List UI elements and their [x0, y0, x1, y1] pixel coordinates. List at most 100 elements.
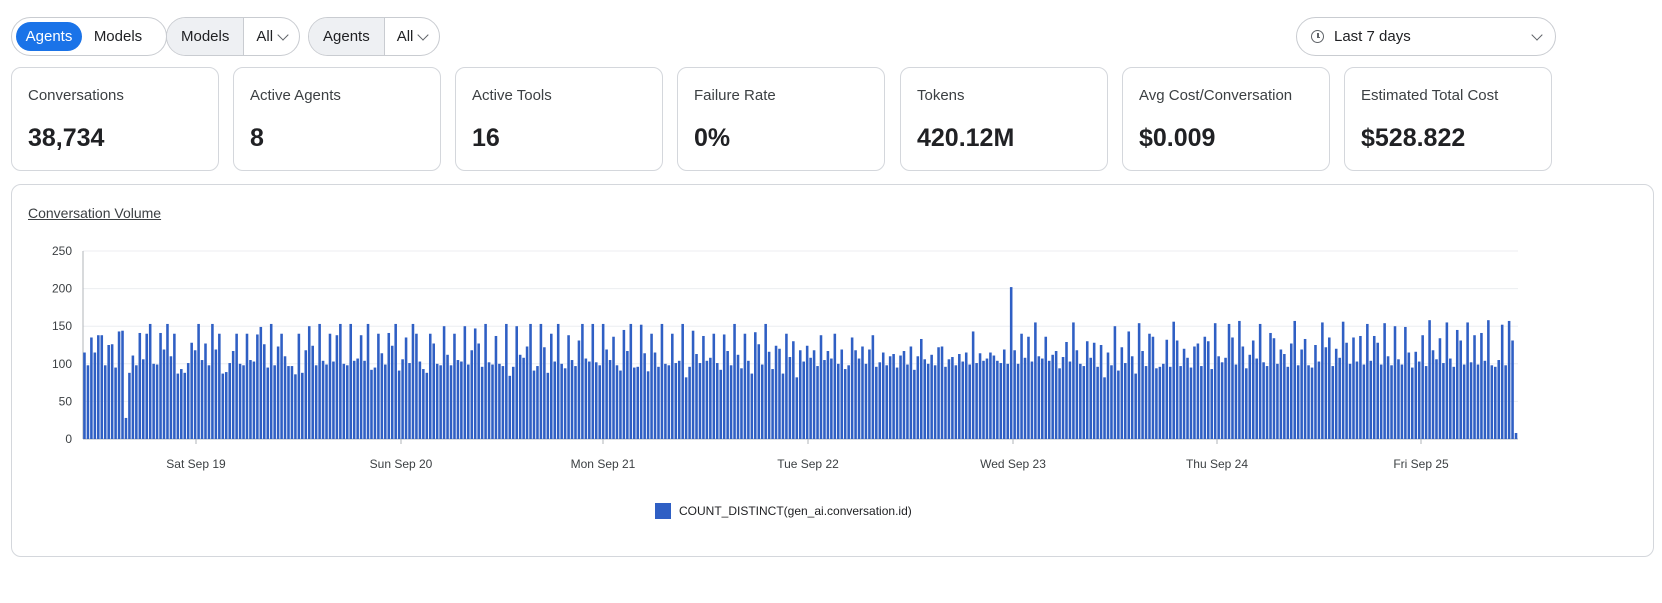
bar[interactable]	[1480, 332, 1483, 439]
bar[interactable]	[186, 363, 190, 439]
bar[interactable]	[1065, 341, 1068, 439]
bar[interactable]	[266, 367, 270, 439]
bar[interactable]	[556, 323, 560, 439]
bar[interactable]	[387, 332, 391, 439]
bar[interactable]	[1016, 363, 1020, 439]
bar[interactable]	[622, 329, 626, 439]
bar[interactable]	[937, 347, 940, 439]
bar[interactable]	[1168, 366, 1172, 439]
bar[interactable]	[1186, 357, 1189, 439]
bar[interactable]	[588, 361, 591, 439]
bar[interactable]	[283, 356, 287, 439]
bar[interactable]	[747, 360, 750, 439]
bar[interactable]	[224, 372, 228, 439]
bar[interactable]	[798, 350, 802, 439]
bar[interactable]	[256, 334, 259, 439]
bar[interactable]	[906, 364, 909, 439]
bar[interactable]	[1348, 363, 1352, 439]
bar[interactable]	[162, 349, 166, 439]
bar[interactable]	[515, 326, 518, 439]
bar[interactable]	[339, 323, 342, 439]
bar[interactable]	[307, 326, 311, 439]
bar[interactable]	[276, 346, 280, 440]
bar[interactable]	[740, 368, 743, 439]
bar[interactable]	[128, 372, 131, 439]
bar[interactable]	[301, 372, 304, 439]
bar[interactable]	[847, 365, 850, 439]
bar[interactable]	[453, 333, 456, 439]
bar[interactable]	[1082, 366, 1086, 439]
bar[interactable]	[525, 346, 529, 440]
bar[interactable]	[639, 324, 643, 439]
bar[interactable]	[691, 330, 695, 439]
bar[interactable]	[1217, 356, 1220, 439]
bar[interactable]	[574, 366, 577, 439]
bar[interactable]	[1262, 362, 1265, 439]
bar[interactable]	[1006, 363, 1009, 439]
bar[interactable]	[470, 350, 474, 439]
bar[interactable]	[570, 360, 574, 439]
bar[interactable]	[774, 345, 778, 439]
bar[interactable]	[442, 326, 446, 439]
bar[interactable]	[1034, 322, 1037, 439]
bar[interactable]	[1196, 343, 1200, 440]
agents-filter[interactable]: Agents All	[308, 17, 440, 56]
bar[interactable]	[1497, 360, 1501, 439]
bar[interactable]	[97, 335, 100, 439]
bar[interactable]	[1203, 336, 1207, 439]
bar[interactable]	[155, 364, 159, 439]
bar[interactable]	[1200, 366, 1203, 439]
bar[interactable]	[809, 357, 812, 439]
bar[interactable]	[992, 355, 996, 439]
bar[interactable]	[346, 365, 349, 439]
bar[interactable]	[709, 357, 712, 439]
bar[interactable]	[1424, 366, 1428, 439]
bar[interactable]	[975, 363, 978, 439]
bar[interactable]	[200, 360, 204, 439]
bar[interactable]	[148, 323, 152, 439]
bar[interactable]	[1002, 349, 1006, 439]
bar[interactable]	[788, 357, 792, 439]
bar[interactable]	[1383, 323, 1386, 439]
bar[interactable]	[1462, 364, 1466, 439]
bar[interactable]	[314, 365, 318, 439]
bar[interactable]	[373, 367, 377, 439]
bar[interactable]	[1224, 357, 1227, 439]
bar[interactable]	[86, 365, 90, 439]
bar[interactable]	[643, 353, 646, 439]
bar[interactable]	[560, 363, 563, 439]
bar[interactable]	[1341, 321, 1345, 439]
bar[interactable]	[1487, 320, 1490, 439]
bar[interactable]	[1376, 342, 1379, 439]
bar[interactable]	[657, 366, 660, 439]
bar[interactable]	[757, 344, 761, 439]
bar[interactable]	[1303, 338, 1307, 439]
bar[interactable]	[1359, 335, 1362, 439]
bar[interactable]	[1500, 324, 1504, 439]
bar[interactable]	[1151, 336, 1155, 439]
models-filter-dropdown[interactable]: All	[244, 18, 297, 55]
bar[interactable]	[173, 333, 176, 439]
bar[interactable]	[1445, 322, 1449, 439]
bar[interactable]	[1514, 432, 1518, 439]
bar[interactable]	[1106, 352, 1110, 439]
bar[interactable]	[529, 323, 532, 439]
bar[interactable]	[1289, 343, 1293, 440]
bar[interactable]	[1245, 368, 1248, 439]
bar[interactable]	[1117, 370, 1120, 439]
bar[interactable]	[498, 363, 501, 439]
bar[interactable]	[273, 365, 276, 439]
bar[interactable]	[1473, 335, 1476, 439]
bar[interactable]	[1466, 322, 1469, 439]
bar[interactable]	[1494, 366, 1497, 439]
bar[interactable]	[795, 377, 799, 439]
bar[interactable]	[971, 331, 975, 439]
bar[interactable]	[456, 360, 460, 439]
bar[interactable]	[1296, 365, 1300, 439]
bar[interactable]	[477, 343, 480, 440]
bar[interactable]	[546, 372, 550, 439]
chart-title-link[interactable]: Conversation Volume	[28, 205, 162, 221]
bar[interactable]	[688, 366, 691, 439]
bar[interactable]	[1334, 348, 1338, 439]
bar[interactable]	[1435, 359, 1438, 439]
